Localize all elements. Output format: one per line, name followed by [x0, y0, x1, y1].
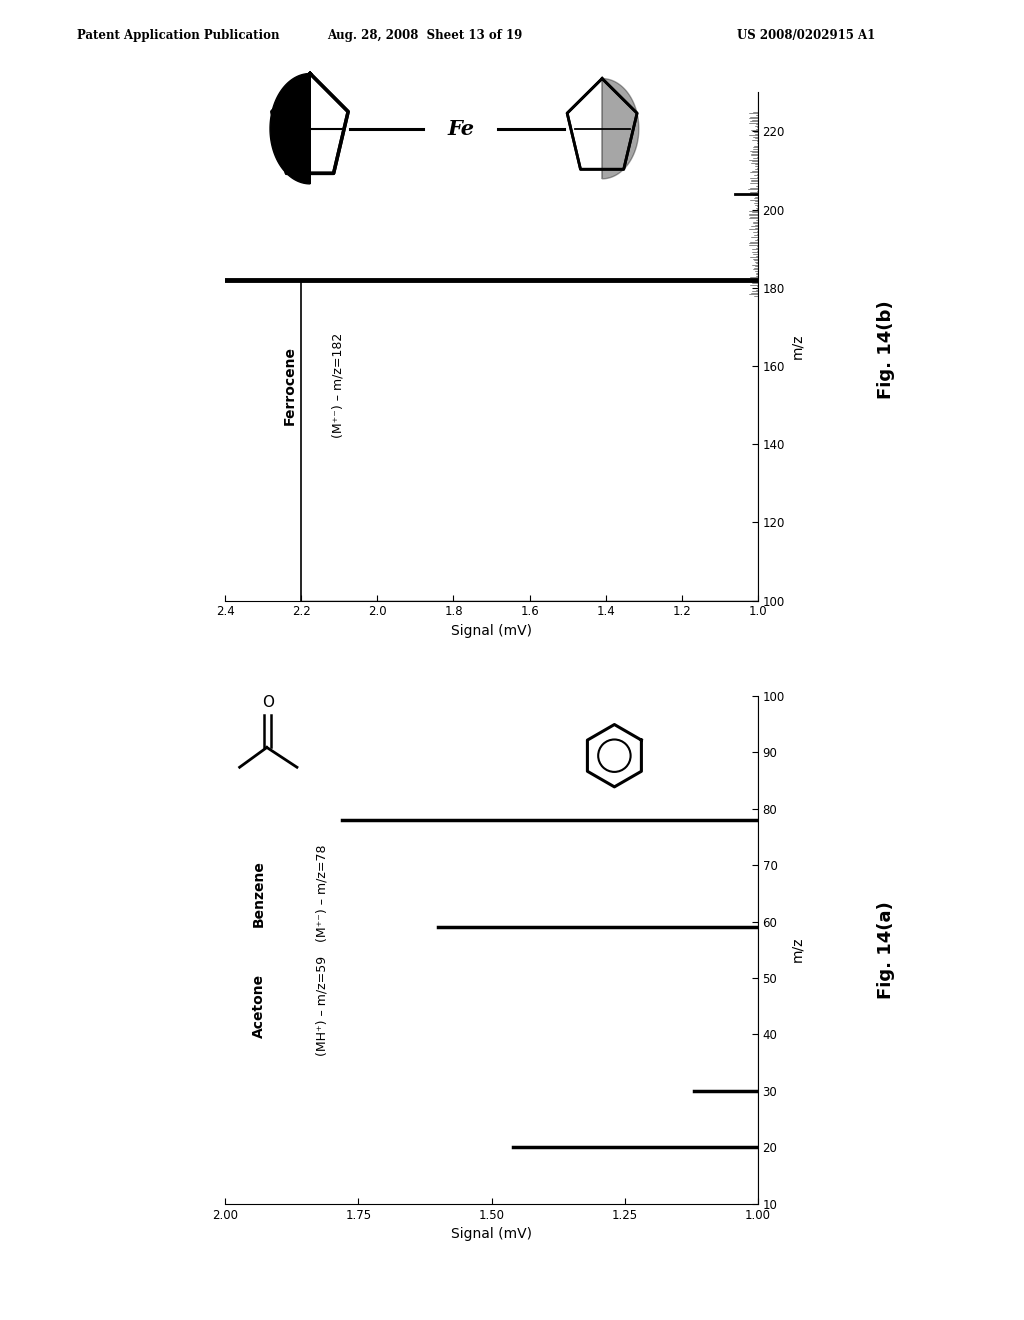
Text: Aug. 28, 2008  Sheet 13 of 19: Aug. 28, 2008 Sheet 13 of 19 [328, 29, 522, 42]
Text: (M⁺⁻) – m/z=78: (M⁺⁻) – m/z=78 [315, 845, 329, 942]
Text: O: O [262, 696, 274, 710]
Text: Benzene: Benzene [252, 859, 266, 927]
Text: Patent Application Publication: Patent Application Publication [77, 29, 280, 42]
Polygon shape [272, 74, 348, 173]
X-axis label: Signal (mV): Signal (mV) [451, 1228, 532, 1241]
Text: Acetone: Acetone [252, 974, 266, 1039]
Text: (M⁺⁻) – m/z=182: (M⁺⁻) – m/z=182 [332, 333, 345, 438]
Y-axis label: m/z: m/z [791, 334, 805, 359]
Text: US 2008/0202915 A1: US 2008/0202915 A1 [737, 29, 876, 42]
X-axis label: Signal (mV): Signal (mV) [451, 624, 532, 638]
Text: (MH⁺) – m/z=59: (MH⁺) – m/z=59 [315, 956, 329, 1056]
Text: Fig. 14(a): Fig. 14(a) [877, 902, 895, 999]
Text: Fig. 14(b): Fig. 14(b) [877, 301, 895, 399]
Polygon shape [602, 79, 639, 180]
Polygon shape [567, 79, 637, 169]
Y-axis label: m/z: m/z [791, 937, 805, 962]
Polygon shape [270, 74, 310, 183]
Text: Ferrocene: Ferrocene [283, 346, 296, 425]
Text: Fe: Fe [447, 119, 474, 139]
